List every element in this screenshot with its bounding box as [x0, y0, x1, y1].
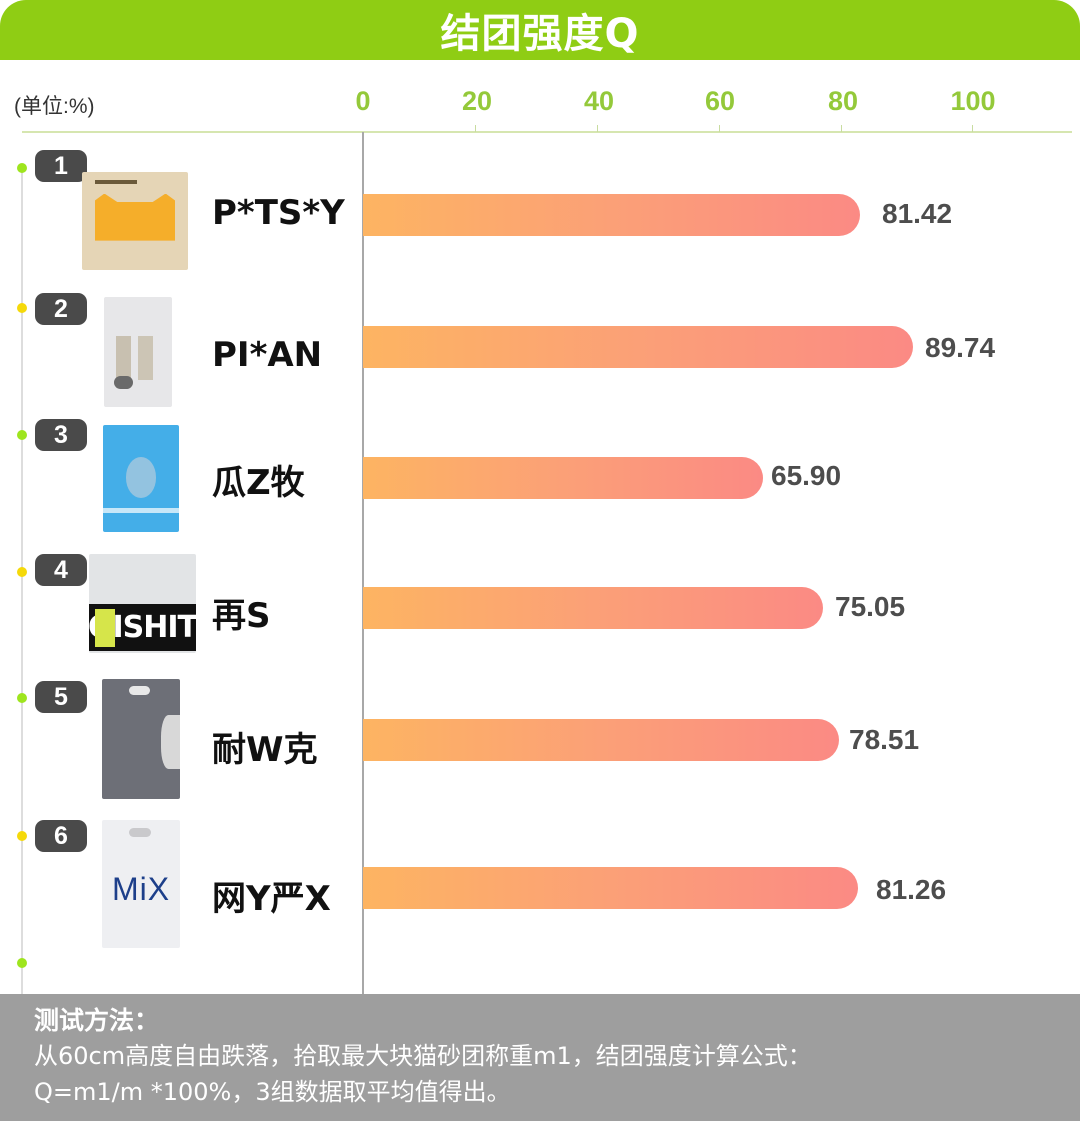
brand-name: P*TS*Y	[212, 193, 345, 233]
value-label: 81.26	[876, 874, 947, 905]
title-bar: 结团强度Q	[0, 0, 1080, 60]
x-tick-label: 40	[583, 86, 615, 116]
x-axis-tick	[475, 125, 476, 132]
product-image: MiX	[102, 820, 180, 948]
package-brand-text: MiX	[111, 871, 171, 908]
brand-name: 再S	[212, 596, 271, 636]
footer-line-1: 从60cm高度自由跌落，拾取最大块猫砂团称重m1，结团强度计算公式：	[34, 1042, 812, 1070]
x-tick-label: 0	[355, 86, 371, 116]
value-label: 89.74	[925, 332, 996, 363]
x-axis-tick	[972, 125, 973, 132]
x-tick-label: 60	[704, 86, 736, 116]
package-graphic	[161, 715, 180, 769]
product-image	[102, 679, 180, 799]
cat-face-icon	[125, 457, 157, 498]
zero-baseline	[362, 132, 364, 994]
box-label-text	[94, 179, 138, 184]
rank-badge: 4	[35, 554, 87, 586]
bar-value	[363, 867, 858, 909]
bag-handle	[129, 827, 152, 837]
brand-name: 瓜Z牧	[212, 463, 305, 503]
package-graphic	[116, 335, 132, 380]
timeline-line	[21, 166, 23, 994]
footer-line-2: Q=m1/m *100%，3组数据取平均值得出。	[34, 1078, 511, 1106]
timeline-dot	[17, 693, 27, 703]
package-graphic	[103, 508, 179, 513]
bar-value	[363, 719, 839, 761]
bar-value	[363, 326, 913, 368]
footer-title: 测试方法：	[34, 1006, 160, 1035]
value-label: 75.05	[835, 591, 906, 622]
chart-title: 结团强度Q	[440, 11, 640, 57]
product-image	[103, 425, 179, 532]
package-graphic	[114, 376, 134, 390]
product-image: OISHIT	[89, 554, 196, 653]
product-image	[104, 297, 172, 407]
brand-name: PI*AN	[212, 335, 323, 375]
test-method-footer: 测试方法： 从60cm高度自由跌落，拾取最大块猫砂团称重m1，结团强度计算公式：…	[0, 994, 1080, 1121]
bag-handle	[129, 686, 150, 695]
bar-value	[363, 457, 763, 499]
x-axis-line	[22, 131, 1072, 133]
timeline-dot	[17, 958, 27, 968]
x-tick-label: 20	[461, 86, 493, 116]
timeline-dot	[17, 831, 27, 841]
timeline-dot	[17, 163, 27, 173]
rank-badge: 6	[35, 820, 87, 852]
product-image	[82, 172, 188, 270]
bar-value	[363, 587, 823, 629]
value-label: 78.51	[849, 724, 920, 755]
brand-name: 耐W克	[212, 730, 318, 770]
unit-label: (单位:%)	[14, 95, 95, 118]
rank-badge: 5	[35, 681, 87, 713]
value-label: 81.42	[882, 198, 953, 229]
cat-face-icon	[94, 193, 176, 241]
timeline-dot	[17, 567, 27, 577]
timeline-dot	[17, 303, 27, 313]
rank-badge: 1	[35, 150, 87, 182]
x-tick-label: 80	[827, 86, 859, 116]
x-axis-tick	[841, 125, 842, 132]
bar-value	[363, 194, 860, 236]
brand-name: 网Y严X	[212, 879, 331, 919]
rank-badge: 3	[35, 419, 87, 451]
rank-badge: 2	[35, 293, 87, 325]
package-graphic	[138, 335, 153, 380]
x-axis-tick	[719, 125, 720, 132]
x-axis-tick	[597, 125, 598, 132]
x-tick-label: 100	[950, 86, 996, 116]
value-label: 65.90	[771, 460, 842, 491]
timeline-dot	[17, 430, 27, 440]
package-graphic	[95, 609, 115, 648]
